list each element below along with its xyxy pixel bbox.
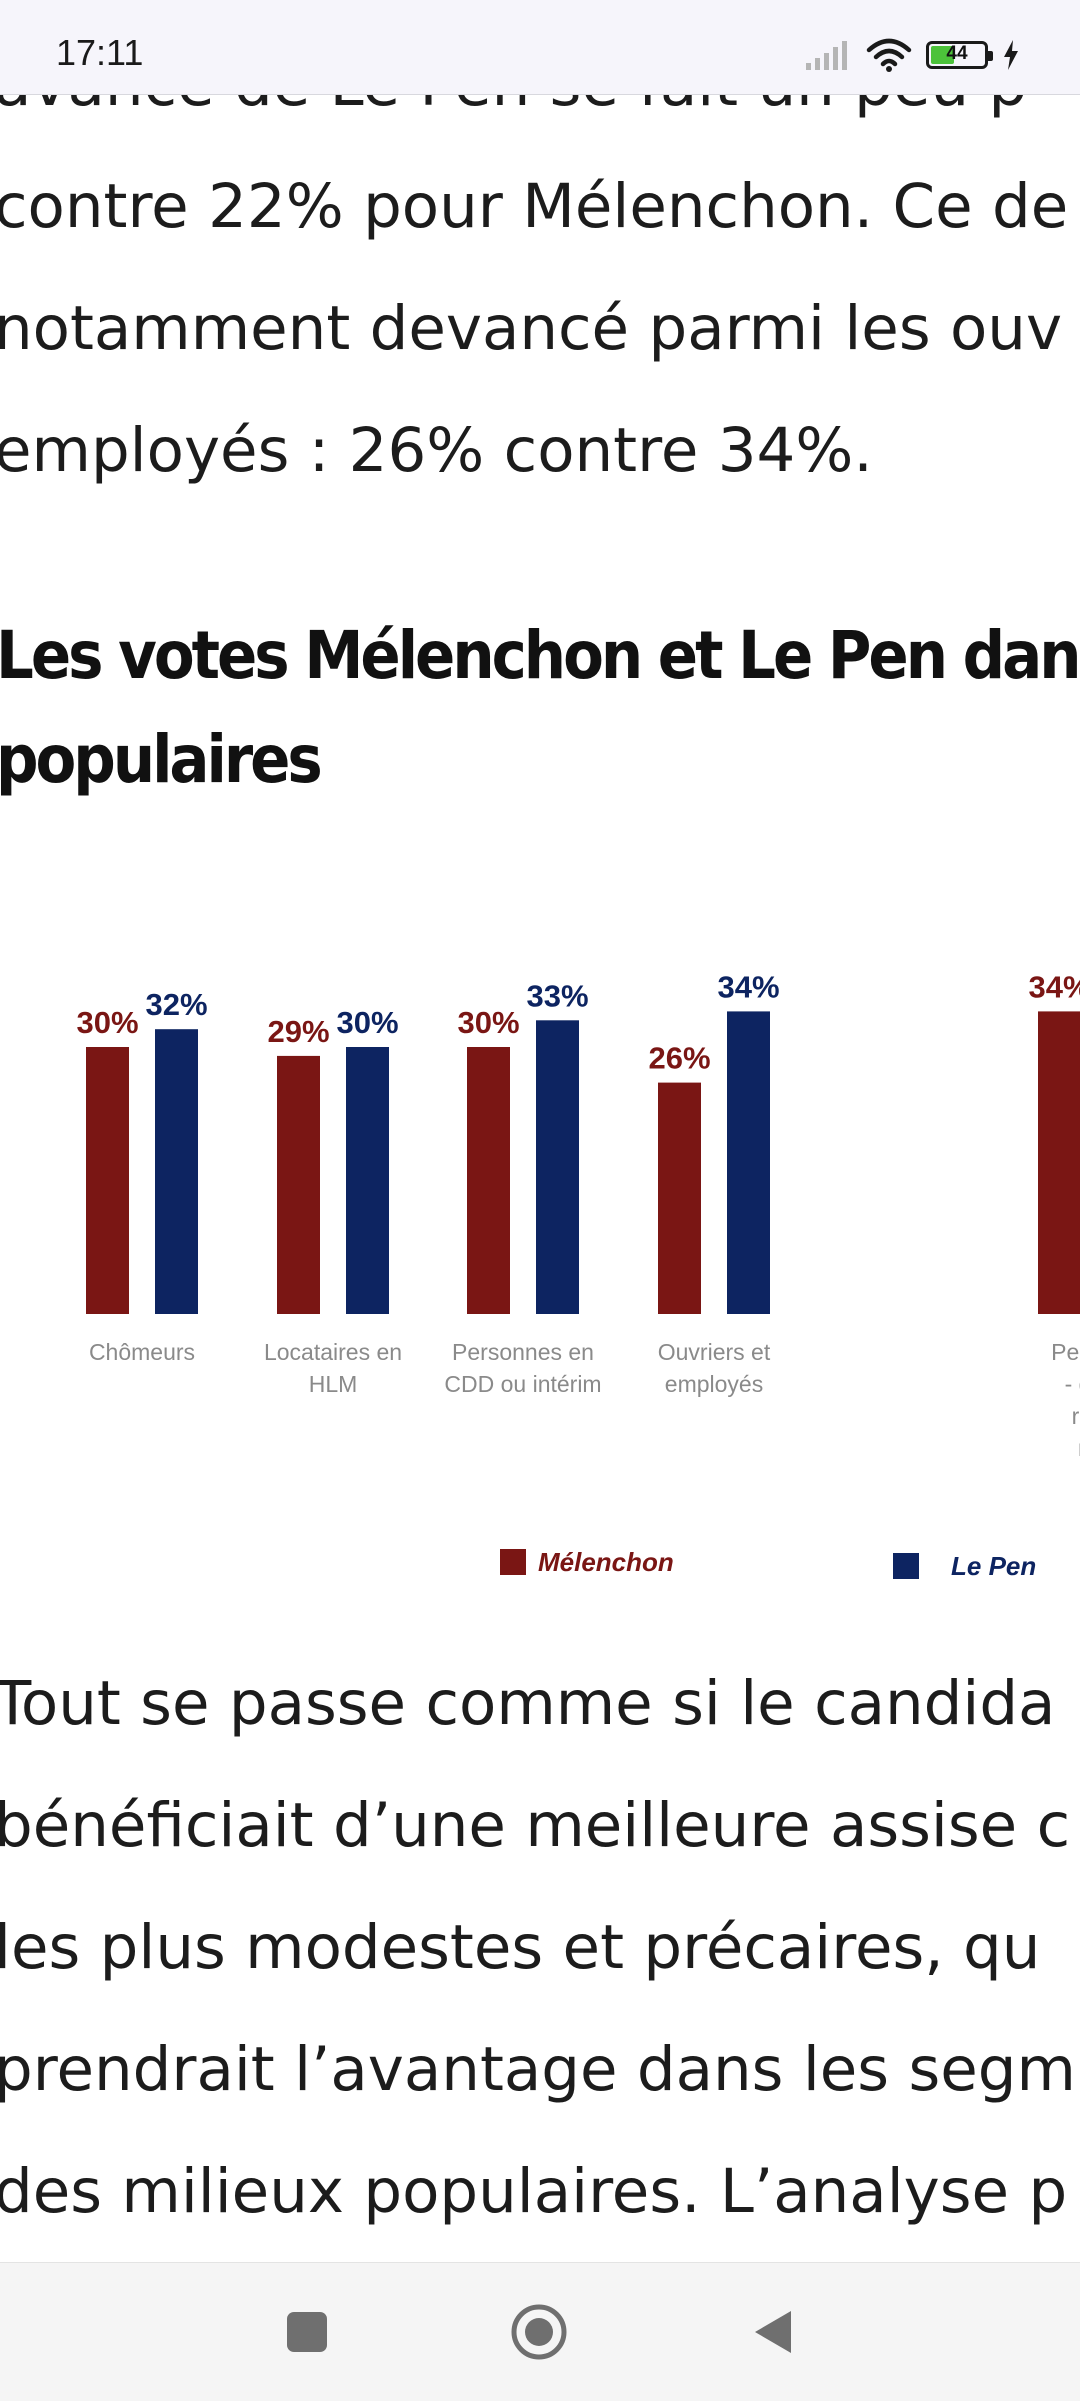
back-button[interactable] [728,2287,818,2377]
status-bar: 17:11 44 [0,0,1080,95]
home-button[interactable] [494,2287,584,2377]
bar-lepen [536,1020,579,1314]
paragraph-line: Tout se passe comme si le candida [0,1668,1056,1739]
bar-melenchon [277,1055,320,1314]
bar-melenchon [1038,1011,1080,1314]
bar-melenchon [658,1082,701,1314]
paragraph-line: notamment devancé parmi les ouv [0,293,1063,364]
recents-button[interactable] [262,2287,352,2377]
battery-level: 44 [946,43,968,64]
paragraph-line: des milieux populaires. L’analyse p [0,2156,1068,2227]
recents-square-icon [287,2312,327,2352]
status-icons: 44 [804,38,1020,72]
legend-label: Le Pen [951,1551,1036,1581]
paragraph-line: bénéficiait d’une meilleure assise c [0,1790,1071,1861]
section-heading: Les votes Mélenchon et Le Pen dans le po… [0,604,1080,812]
article-content: avance de Le Pen se fait un peu p contre… [0,24,1080,2253]
category-label: HLM [309,1371,358,1397]
category-label: Personn [1051,1339,1080,1365]
bar-melenchon [467,1047,510,1314]
signal-icon [806,41,847,70]
battery-icon: 44 [926,41,993,69]
data-label: 33% [526,978,588,1013]
data-label: 30% [76,1005,138,1040]
data-label: 30% [457,1005,519,1040]
data-label: 30% [336,1005,398,1040]
legend-swatch [500,1549,526,1575]
heading-line: populaires [0,721,323,798]
bar-lepen [346,1047,389,1314]
paragraph-top: avance de Le Pen se fait un peu p contre… [0,24,1068,512]
paragraph-line: contre 22% pour Mélenchon. Ce de [0,171,1069,242]
category-label: Ouvriers et [658,1339,771,1365]
category-label: me [1078,1435,1080,1461]
category-label: - de 9 [1065,1371,1080,1397]
paragraph-line: les plus modestes et précaires, qu [0,1912,1041,1983]
paragraph-line: employés : 26% contre 34%. [0,415,873,486]
paragraph-bottom: Tout se passe comme si le candida bénéfi… [0,1643,1076,2253]
category-label: Personnes en [452,1339,594,1365]
navigation-bar [0,2262,1080,2401]
paragraph-line: prendrait l’avantage dans les segm [0,2034,1076,2105]
battery-fill [931,46,954,64]
status-time: 17:11 [56,32,144,73]
wifi-icon [866,38,912,72]
bar-melenchon [86,1047,129,1314]
legend-swatch [893,1553,919,1579]
category-label: Locataires en [264,1339,402,1365]
data-label: 34% [1028,969,1080,1004]
battery-tip [988,51,993,61]
heading-line: Les votes Mélenchon et Le Pen dans le [0,617,1080,694]
category-label: CDD ou intérim [444,1371,601,1397]
category-label: employés [665,1371,763,1397]
home-circle-icon [511,2304,567,2360]
charging-icon [1004,40,1018,70]
back-triangle-icon [755,2311,791,2353]
data-label: 26% [648,1041,710,1076]
legend-label: Mélenchon [538,1547,674,1577]
category-label: Chômeurs [89,1339,195,1365]
bar-lepen [155,1029,198,1314]
data-label: 34% [717,969,779,1004]
bar-lepen [727,1011,770,1314]
data-label: 29% [267,1014,329,1049]
category-label: reve [1072,1403,1080,1429]
data-label: 32% [145,987,207,1022]
